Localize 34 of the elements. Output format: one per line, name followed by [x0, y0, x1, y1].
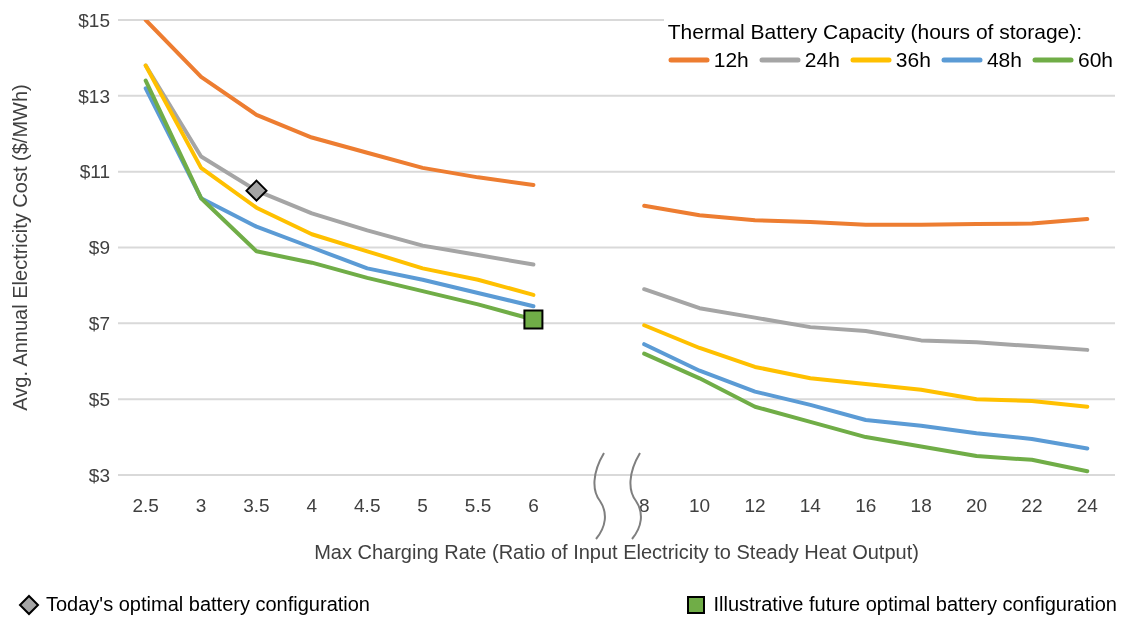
y-tick-label: $5 — [88, 388, 110, 410]
text: Illustrative future optimal battery configuration — [713, 593, 1117, 616]
x-tick-label: 3 — [195, 495, 207, 517]
legend-title: Thermal Battery Capacity (hours of storage): — [667, 20, 1084, 44]
y-tick-label: $9 — [88, 237, 110, 259]
x-tick-label: 20 — [965, 495, 988, 517]
x-tick-label: 6 — [528, 495, 539, 517]
x-tick-label: 22 — [1021, 495, 1043, 517]
y-tick-label: $15 — [78, 9, 110, 31]
x-axis-title: Max Charging Rate (Ratio of Input Electricity to Steady Heat Output) — [314, 541, 919, 564]
y-tick-label: $7 — [88, 313, 110, 335]
x-tick-label: 18 — [910, 495, 932, 517]
legend-label: 36h — [895, 48, 931, 72]
text: Today's optimal battery configuration — [46, 593, 370, 616]
x-tick-label: 2.5 — [132, 495, 159, 517]
x-tick-label: 4 — [306, 495, 318, 517]
x-tick-label: 5.5 — [464, 495, 492, 517]
y-axis-title: Avg. Annual Electricity Cost ($/MWh) — [9, 84, 32, 411]
y-tick-label: $3 — [88, 464, 110, 486]
y-tick-label: $13 — [78, 85, 110, 107]
x-tick-label: 10 — [689, 495, 711, 517]
x-tick-label: 3.5 — [243, 495, 270, 517]
legend-label: 12h — [713, 48, 749, 72]
legend-label: 60h — [1077, 48, 1113, 72]
x-tick-label: 8 — [638, 495, 650, 517]
legend-label: 24h — [804, 48, 840, 72]
y-tick-label: $11 — [79, 161, 110, 183]
x-tick-label: 16 — [855, 495, 877, 517]
legend-label: 48h — [986, 48, 1022, 72]
x-tick-label: 4.5 — [354, 495, 381, 517]
x-tick-label: 14 — [799, 495, 822, 517]
x-tick-label: 12 — [744, 495, 766, 517]
x-tick-label: 5 — [417, 495, 428, 517]
x-tick-label: 24 — [1076, 495, 1099, 517]
